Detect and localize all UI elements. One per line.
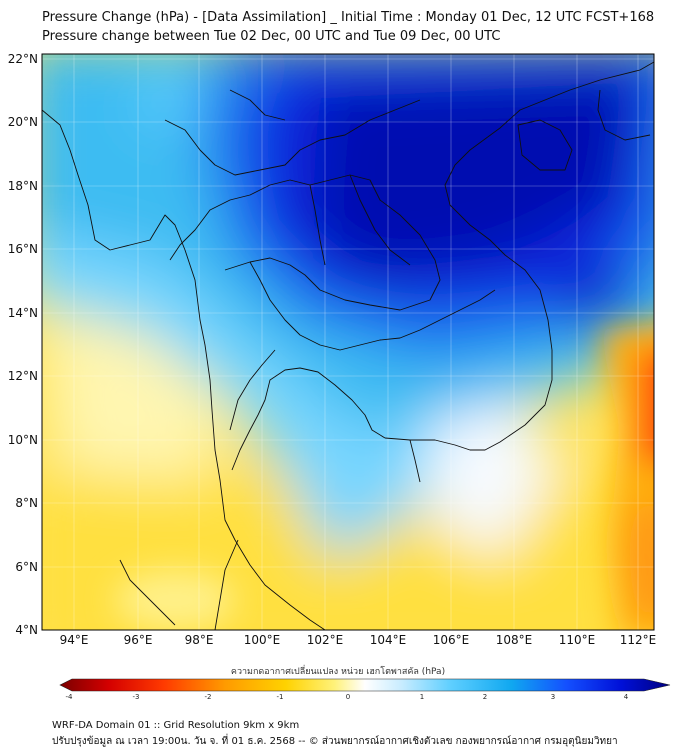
lat-label-12n: 12°N <box>7 369 38 383</box>
lon-label-94e: 94°E <box>59 633 89 647</box>
colorbar-tick-2: 2 <box>482 693 488 701</box>
colorbar-tick-minus4: -4 <box>65 693 73 701</box>
colorbar <box>59 678 671 692</box>
lat-label-16n: 16°N <box>7 242 38 256</box>
lat-label-14n: 14°N <box>7 306 38 320</box>
lat-label-4n: 4°N <box>15 623 38 637</box>
colorbar-tick-1: 1 <box>419 693 425 701</box>
lon-label-98e: 98°E <box>184 633 214 647</box>
colorbar-gradient <box>59 678 671 692</box>
lon-label-108e: 108°E <box>495 633 533 647</box>
colorbar-tick-minus2: -2 <box>204 693 212 701</box>
lat-label-8n: 8°N <box>15 496 38 510</box>
map-subtitle: Pressure change between Tue 02 Dec, 00 U… <box>42 29 501 44</box>
lat-label-18n: 18°N <box>7 179 38 193</box>
lat-label-6n: 6°N <box>15 560 38 574</box>
lon-label-102e: 102°E <box>306 633 344 647</box>
model-info: WRF-DA Domain 01 :: Grid Resolution 9km … <box>52 720 300 731</box>
lat-label-20n: 20°N <box>7 115 38 129</box>
colorbar-tick-3: 3 <box>550 693 556 701</box>
lon-label-104e: 104°E <box>369 633 407 647</box>
colorbar-tick-4: 4 <box>623 693 629 701</box>
lon-label-106e: 106°E <box>432 633 470 647</box>
lon-label-110e: 110°E <box>558 633 596 647</box>
lon-label-96e: 96°E <box>123 633 153 647</box>
update-credit: ปรับปรุงข้อมูล ณ เวลา 19:00น. วัน จ. ที่… <box>52 736 618 747</box>
colorbar-label: ความกดอากาศเปลี่ยนแปลง หน่วย เฮกโตพาสคัล… <box>230 667 446 677</box>
lon-label-112e: 112°E <box>619 633 657 647</box>
lat-label-22n: 22°N <box>7 52 38 66</box>
coastlines-and-borders <box>42 61 654 630</box>
lon-label-100e: 100°E <box>243 633 281 647</box>
map-frame <box>41 53 655 631</box>
lat-label-10n: 10°N <box>7 433 38 447</box>
pressure-field <box>42 54 654 630</box>
colorbar-tick-0: 0 <box>345 693 351 701</box>
colorbar-tick-minus3: -3 <box>132 693 140 701</box>
map-title: Pressure Change (hPa) - [Data Assimilati… <box>42 10 655 25</box>
colorbar-tick-minus1: -1 <box>276 693 284 701</box>
